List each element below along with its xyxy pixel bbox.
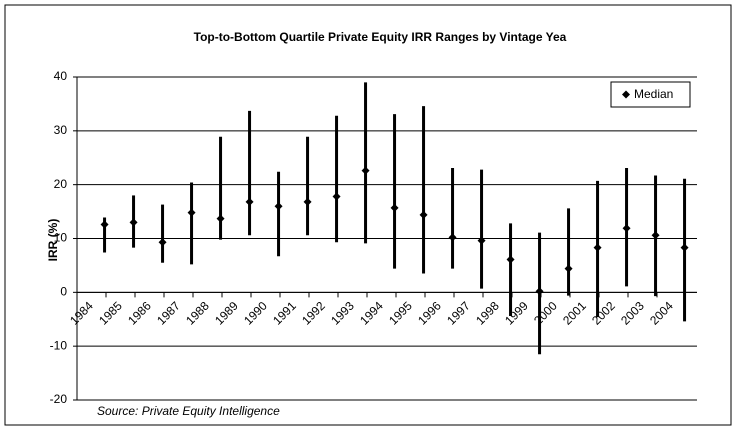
median-marker: [245, 197, 254, 206]
median-marker: [477, 236, 486, 245]
median-marker: [361, 166, 370, 175]
median-marker: [216, 214, 225, 223]
legend-label: Median: [634, 87, 673, 101]
source-note: Source: Private Equity Intelligence: [97, 404, 280, 418]
y-tick-label: -20: [50, 392, 68, 406]
y-tick-label: 10: [54, 231, 68, 245]
median-marker: [448, 233, 457, 242]
y-tick-label: 0: [60, 285, 67, 299]
chart-frame: [4, 4, 732, 426]
y-axis-label: IRR (%): [46, 219, 60, 262]
median-marker: [100, 220, 109, 229]
median-marker: [593, 243, 602, 252]
median-marker: [506, 255, 515, 264]
median-marker: [187, 208, 196, 217]
median-marker: [303, 197, 312, 206]
legend-marker: [622, 90, 630, 99]
median-marker: [535, 287, 544, 296]
median-marker: [564, 264, 573, 273]
y-tick-label: 40: [54, 69, 68, 83]
median-marker: [419, 210, 428, 219]
median-marker: [651, 231, 660, 240]
median-marker: [332, 192, 341, 201]
legend: Median: [610, 81, 691, 108]
median-marker: [390, 203, 399, 212]
median-marker: [274, 202, 283, 211]
median-marker: [622, 224, 631, 233]
median-marker: [158, 238, 167, 247]
y-tick-label: 20: [54, 177, 68, 191]
median-marker: [129, 218, 138, 227]
y-tick-label: -10: [50, 338, 68, 352]
chart-title: Top-to-Bottom Quartile Private Equity IR…: [194, 30, 567, 44]
median-marker: [680, 243, 689, 252]
y-tick-label: 30: [54, 123, 68, 137]
